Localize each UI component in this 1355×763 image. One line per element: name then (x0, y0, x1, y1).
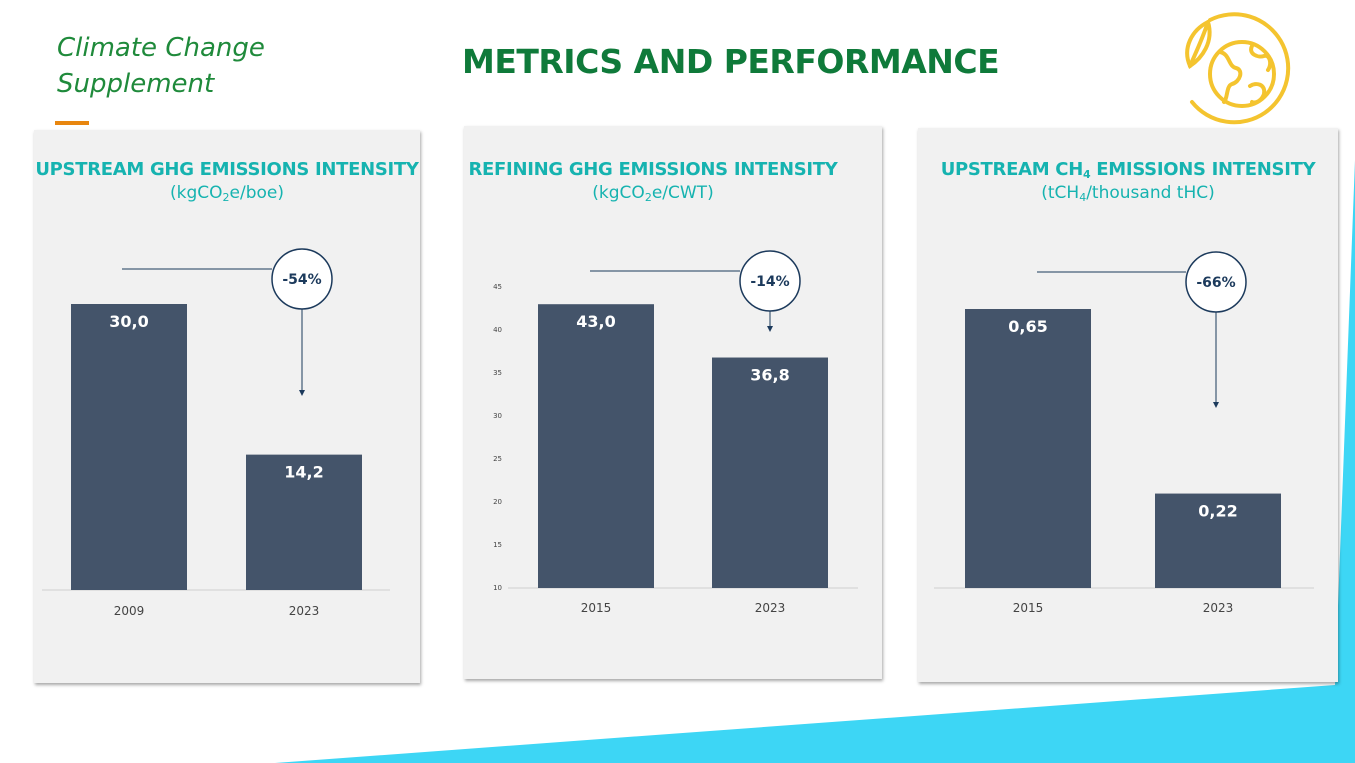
page-title: METRICS AND PERFORMANCE (462, 42, 1000, 81)
arrow-down-icon (767, 326, 773, 332)
y-tick-label: 20 (493, 498, 502, 506)
chart-panel-upstream-ch4: UPSTREAM CH4 EMISSIONS INTENSITY (tCH4/t… (918, 128, 1338, 682)
change-percentage-label: -66% (1196, 275, 1235, 291)
y-tick-label: 10 (493, 584, 502, 592)
bar-value-label: 43,0 (576, 312, 615, 331)
x-tick-label: 2023 (755, 601, 786, 615)
chart-title-main: UPSTREAM CH4 EMISSIONS INTENSITY (940, 159, 1316, 181)
bar-chart: 0,65 2015 0,22 2023 -66% (934, 251, 1314, 615)
bar (712, 357, 828, 588)
bar (538, 304, 654, 588)
change-percentage-label: -14% (750, 274, 789, 290)
chart-title: UPSTREAM CH4 EMISSIONS INTENSITY (tCH4/t… (918, 159, 1338, 203)
supplement-title: Climate Change Supplement (57, 30, 265, 102)
x-tick-label: 2015 (1013, 601, 1044, 615)
bar-value-label: 14,2 (284, 463, 323, 482)
chart-title-main: REFINING GHG EMISSIONS INTENSITY (468, 159, 838, 180)
chart-panel-upstream-ghg: UPSTREAM GHG EMISSIONS INTENSITY (kgCO2e… (34, 130, 420, 683)
bar-value-label: 36,8 (750, 366, 789, 385)
bar-chart: 10 15 20 25 30 35 40 45 43,0 2015 36,8 2023 -14% (493, 250, 858, 615)
bar (1155, 493, 1281, 588)
title-underline-accent (55, 121, 89, 125)
chart-unit: (kgCO2e/boe) (169, 183, 284, 204)
supplement-title-line2: Supplement (57, 69, 215, 99)
globe-leaf-icon (1185, 12, 1291, 125)
x-tick-label: 2015 (581, 601, 612, 615)
bar-value-label: 0,65 (1008, 317, 1047, 336)
supplement-title-line1: Climate Change (57, 33, 265, 63)
y-tick-label: 35 (493, 369, 502, 377)
chart-panel-refining-ghg: REFINING GHG EMISSIONS INTENSITY (kgCO2e… (464, 126, 882, 679)
y-tick-label: 40 (493, 326, 502, 334)
change-badge (1185, 251, 1247, 313)
bar-value-label: 30,0 (109, 312, 148, 331)
y-tick-label: 15 (493, 541, 502, 549)
arrow-down-icon (299, 390, 305, 396)
bar (71, 304, 187, 590)
x-tick-label: 2023 (289, 604, 320, 618)
change-badge (739, 250, 801, 312)
chart-unit: (kgCO2e/CWT) (592, 183, 714, 204)
bar-value-label: 0,22 (1198, 502, 1237, 521)
y-tick-label: 30 (493, 412, 502, 420)
x-tick-label: 2023 (1203, 601, 1234, 615)
bar (965, 309, 1091, 588)
chart-title-main: UPSTREAM GHG EMISSIONS INTENSITY (35, 159, 419, 180)
change-percentage-label: -54% (282, 272, 321, 288)
x-tick-label: 2009 (114, 604, 145, 618)
chart-title: UPSTREAM GHG EMISSIONS INTENSITY (kgCO2e… (34, 159, 420, 203)
change-badge (271, 248, 333, 310)
y-tick-label: 25 (493, 455, 502, 463)
bar (246, 454, 362, 590)
chart-title: REFINING GHG EMISSIONS INTENSITY (kgCO2e… (444, 159, 862, 203)
chart-unit: (tCH4/thousand tHC) (1041, 183, 1215, 204)
arrow-down-icon (1213, 402, 1219, 408)
y-tick-label: 45 (493, 283, 502, 291)
bar-chart: 30,0 2009 14,2 2023 -54% (42, 248, 390, 618)
